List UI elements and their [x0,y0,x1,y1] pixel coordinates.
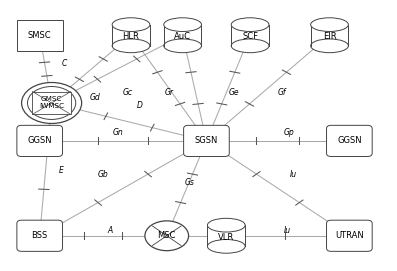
FancyBboxPatch shape [17,220,63,251]
Text: Gc: Gc [123,88,133,97]
Ellipse shape [310,18,349,31]
Text: BSS: BSS [32,231,48,240]
Text: SCF: SCF [242,32,258,41]
Text: AuC: AuC [174,32,191,41]
Text: Gn: Gn [113,128,124,137]
Bar [33,92,71,114]
Text: MSC: MSC [158,231,176,240]
Circle shape [145,221,189,251]
Text: EIR: EIR [323,32,336,41]
Ellipse shape [112,39,150,53]
Polygon shape [310,25,349,46]
Text: Gf: Gf [278,88,286,97]
Circle shape [27,86,76,120]
Ellipse shape [164,18,202,31]
Text: VLR: VLR [218,233,234,242]
Ellipse shape [164,18,202,31]
Polygon shape [231,25,269,46]
Ellipse shape [207,218,245,232]
Bar [17,20,62,51]
Circle shape [21,82,82,124]
Text: Gs: Gs [185,178,195,188]
Ellipse shape [231,18,269,31]
Text: HLR: HLR [123,32,139,41]
Ellipse shape [112,18,150,31]
Ellipse shape [231,18,269,31]
Text: A: A [107,226,112,235]
Text: GGSN: GGSN [337,136,362,146]
Ellipse shape [207,240,245,253]
Text: Gr: Gr [165,88,174,97]
Text: GMSC
IWMSC: GMSC IWMSC [39,96,64,109]
FancyBboxPatch shape [326,220,372,251]
Polygon shape [207,225,245,246]
Text: Iu: Iu [290,170,297,179]
Ellipse shape [310,39,349,53]
Polygon shape [164,25,202,46]
Ellipse shape [310,18,349,31]
FancyBboxPatch shape [183,125,229,157]
Ellipse shape [231,39,269,53]
Text: Iu: Iu [284,226,291,235]
Text: Ge: Ge [228,88,239,97]
Text: Gb: Gb [97,170,108,179]
Text: SGSN: SGSN [195,136,218,146]
Ellipse shape [207,218,245,232]
Text: Gp: Gp [284,128,295,137]
FancyBboxPatch shape [17,125,63,157]
Text: Gd: Gd [89,93,100,102]
Text: GGSN: GGSN [27,136,52,146]
Text: D: D [137,101,143,110]
FancyBboxPatch shape [326,125,372,157]
Ellipse shape [164,39,202,53]
Ellipse shape [112,18,150,31]
Text: E: E [59,166,64,175]
Text: C: C [62,59,67,68]
Text: SMSC: SMSC [28,31,52,40]
Polygon shape [112,25,150,46]
Text: UTRAN: UTRAN [335,231,364,240]
